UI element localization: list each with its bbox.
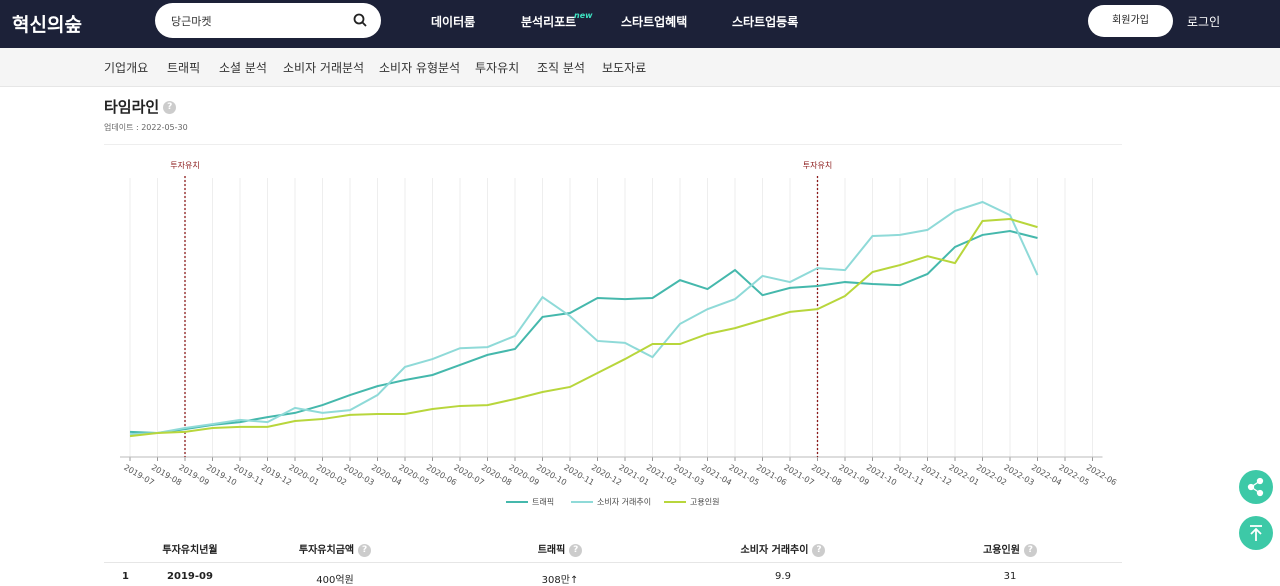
x-tick-label: 2021-05 (727, 463, 760, 488)
sub-nav-item[interactable]: 소비자 유형분석 (379, 61, 461, 75)
x-tick-label: 2021-08 (810, 463, 843, 488)
table-header: 소비자 거래추이? (723, 541, 843, 557)
menu-item[interactable]: 스타트업혜택 (621, 15, 688, 29)
up-icon (1250, 525, 1262, 541)
logo[interactable]: 혁신의숲 (12, 14, 82, 36)
search-icon[interactable] (353, 13, 367, 27)
x-tick-label: 2022-06 (1085, 463, 1118, 488)
x-tick-label: 2021-11 (892, 463, 925, 488)
x-tick-label: 2022-05 (1057, 463, 1090, 488)
legend-label: 트래픽 (532, 497, 554, 507)
table-cell: 31 (1003, 571, 1017, 582)
x-tick-label: 2021-12 (920, 463, 953, 488)
x-tick-label: 2020-02 (315, 463, 348, 488)
x-tick-label: 2021-06 (755, 463, 788, 488)
x-tick-label: 2019-07 (122, 463, 155, 488)
updated: 업데이트 : 2022-05-30 (104, 123, 188, 132)
help-icon[interactable]: ? (812, 543, 826, 557)
x-tick-label: 2022-02 (975, 463, 1008, 488)
x-tick-label: 2019-11 (232, 463, 265, 488)
annotation-label: 투자유치 (170, 161, 199, 170)
table-cell: 400억원 (316, 575, 354, 586)
header-text: 투자유치년월 (162, 545, 218, 556)
x-tick-label: 2022-04 (1030, 463, 1063, 488)
menu-item[interactable]: 분석리포트 (521, 15, 577, 29)
section-title: 타임라인? (104, 96, 177, 117)
series-line (129, 200, 1039, 436)
help-icon[interactable]: ? (163, 101, 177, 114)
x-tick-label: 2019-09 (177, 463, 210, 488)
x-tick-label: 2021-09 (837, 463, 870, 488)
table-cell: 308만↑ (541, 575, 579, 586)
join-button[interactable]: 회원가입 (1088, 5, 1173, 37)
x-tick-label: 2020-04 (370, 463, 403, 488)
x-tick-label: 2022-01 (947, 463, 980, 488)
sub-nav (0, 48, 1280, 87)
x-tick-label: 2021-03 (672, 463, 705, 488)
sub-nav-item[interactable]: 소비자 거래분석 (283, 61, 365, 75)
x-tick-label: 2021-04 (700, 463, 733, 488)
x-tick-label: 2021-01 (617, 463, 650, 488)
search-text: 당근마켓 (171, 15, 212, 28)
x-tick-label: 2019-10 (205, 463, 238, 488)
sub-nav-item[interactable]: 보도자료 (602, 61, 647, 75)
help-icon[interactable]: ? (569, 543, 583, 557)
sub-nav-item[interactable]: 소셜 분석 (219, 61, 267, 75)
share-icon (1247, 477, 1264, 497)
legend-label: 소비자 거래추이 (597, 497, 651, 507)
share-button[interactable] (1239, 470, 1273, 504)
new-tag: new (574, 11, 593, 20)
sub-nav-item[interactable]: 조직 분석 (537, 61, 585, 75)
header-text: 트래픽 (537, 545, 566, 556)
x-tick-label: 2020-12 (590, 463, 623, 488)
x-tick-label: 2021-02 (645, 463, 678, 488)
x-tick-label: 2019-08 (150, 463, 183, 488)
table-cell: 9.9 (775, 571, 791, 582)
x-tick-label: 2019-12 (260, 463, 293, 488)
help-icon[interactable]: ? (358, 543, 372, 557)
x-tick-label: 2020-11 (562, 463, 595, 488)
table-cell: 2019-09 (167, 571, 213, 582)
menu-item[interactable]: 데이터룸 (431, 15, 476, 29)
top-button[interactable] (1239, 516, 1273, 550)
header-text: 투자유치금액 (298, 545, 355, 556)
table-header: 투자유치금액? (275, 541, 395, 557)
x-tick-label: 2022-03 (1002, 463, 1035, 488)
help-icon[interactable]: ? (1023, 543, 1037, 557)
table-cell: 1 (122, 571, 129, 582)
legend-label: 고용인원 (690, 497, 719, 507)
search-box[interactable]: 당근마켓 (155, 3, 381, 38)
x-tick-label: 2021-10 (865, 463, 898, 488)
login-link[interactable]: 로그인 (1187, 15, 1221, 29)
series-line (129, 229, 1038, 435)
x-tick-label: 2020-09 (507, 463, 540, 488)
x-tick-label: 2020-07 (452, 463, 485, 488)
sub-nav-item[interactable]: 기업개요 (104, 61, 149, 75)
x-tick-label: 2021-07 (782, 463, 815, 488)
header-text: 소비자 거래추이 (740, 545, 809, 556)
menu-item[interactable]: 스타트업등록 (732, 15, 799, 29)
table-header: 트래픽? (500, 541, 620, 557)
series-line (129, 218, 1038, 438)
divider (104, 144, 1122, 145)
x-tick-label: 2020-06 (425, 463, 458, 488)
table-header: 고용인원? (950, 541, 1070, 557)
header-text: 고용인원 (983, 545, 1020, 556)
chart: 2019-072019-082019-092019-102019-112019-… (120, 161, 1118, 507)
table-header: 투자유치년월 (130, 541, 250, 556)
sub-nav-item[interactable]: 투자유치 (475, 61, 520, 75)
sub-nav-item[interactable]: 트래픽 (167, 61, 201, 75)
x-tick-label: 2020-08 (480, 463, 513, 488)
x-tick-label: 2020-01 (287, 463, 320, 488)
table-line (104, 562, 1122, 563)
x-tick-label: 2020-05 (397, 463, 430, 488)
x-tick-label: 2020-03 (342, 463, 375, 488)
x-tick-label: 2020-10 (535, 463, 568, 488)
title-text: 타임라인 (104, 98, 160, 116)
annotation-label: 투자유치 (803, 161, 832, 170)
